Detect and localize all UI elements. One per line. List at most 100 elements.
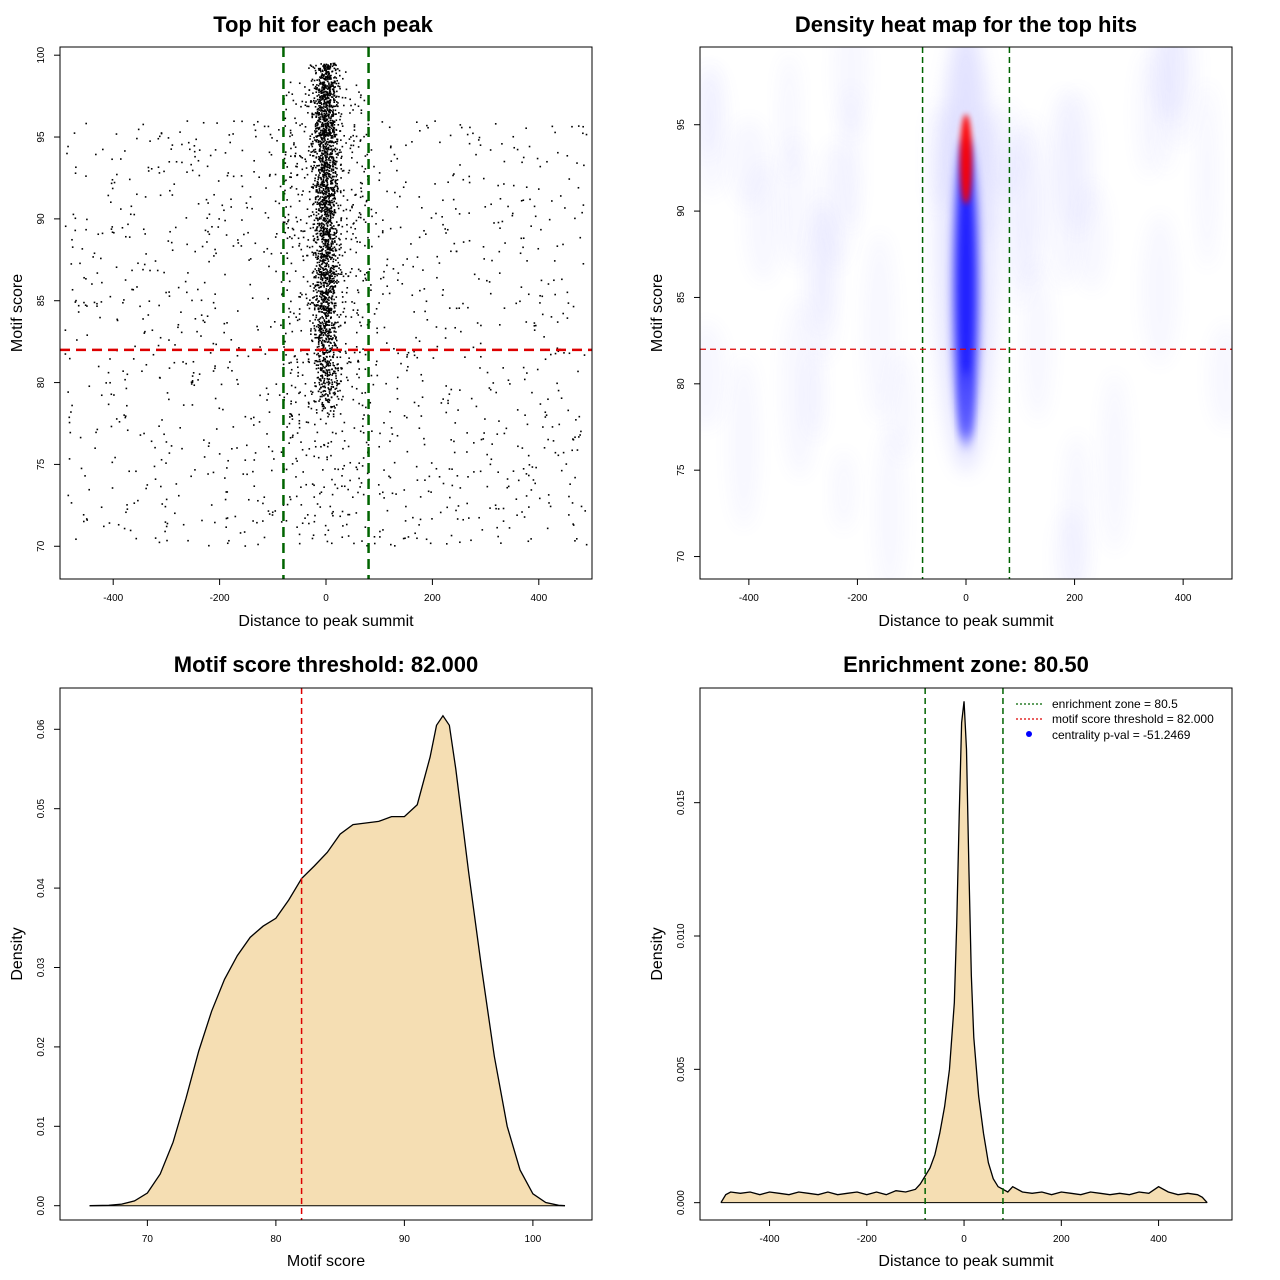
- scatter-point: [320, 110, 322, 112]
- scatter-point: [383, 326, 386, 329]
- scatter-point: [326, 159, 328, 161]
- scatter-point: [404, 520, 407, 522]
- scatter-point: [217, 180, 220, 182]
- scatter-title: Top hit for each peak: [213, 12, 433, 37]
- scatter-point: [325, 196, 328, 198]
- scatter-point: [325, 169, 328, 172]
- scatter-point: [333, 77, 335, 79]
- scatter-point: [206, 315, 209, 318]
- scatter-point: [446, 506, 449, 509]
- scatter-point: [324, 128, 327, 131]
- scatter-point: [239, 532, 242, 534]
- scatter-point: [328, 371, 331, 374]
- scatter-point: [300, 248, 303, 251]
- scatter-point: [411, 294, 414, 297]
- scatter-point: [317, 323, 320, 326]
- scatter-point: [492, 382, 495, 384]
- scatter-point: [295, 122, 297, 124]
- scatter-point: [316, 130, 318, 132]
- scatter-point: [329, 219, 332, 222]
- scatter-point: [329, 215, 332, 218]
- scatter-point: [442, 482, 445, 485]
- scatter-point: [506, 478, 509, 480]
- scatter-point: [329, 156, 331, 158]
- scatter-point: [423, 437, 425, 440]
- scatter-point: [432, 357, 435, 359]
- scatter-point: [337, 154, 339, 156]
- scatter-point: [88, 488, 90, 491]
- scatter-point: [298, 308, 301, 310]
- scatter-point: [302, 255, 304, 258]
- scatter-point: [319, 150, 322, 152]
- scatter-point: [325, 277, 327, 280]
- scatter-point: [284, 340, 286, 343]
- scatter-point: [315, 116, 318, 118]
- scatter-point: [290, 176, 292, 179]
- scatter-point: [323, 87, 326, 89]
- scatter-point: [324, 114, 327, 117]
- scatter-point: [311, 537, 314, 540]
- scatter-point: [314, 423, 316, 426]
- scatter-point: [329, 180, 332, 183]
- scatter-point: [110, 393, 113, 396]
- scatter-point: [323, 198, 326, 201]
- scatter-point: [306, 245, 309, 248]
- scatter-point: [361, 316, 364, 319]
- scatter-point: [313, 325, 316, 327]
- scatter-point: [329, 65, 332, 68]
- scatter-point: [326, 244, 329, 246]
- scatter-point: [228, 134, 231, 136]
- scatter-point: [544, 358, 547, 361]
- scatter-x-tick-label: 400: [530, 593, 547, 604]
- scatter-point: [99, 316, 101, 319]
- scatter-point: [323, 261, 325, 264]
- scatter-point: [70, 411, 72, 413]
- scatter-point: [321, 90, 323, 92]
- scatter-point: [332, 260, 335, 263]
- scatter-point: [394, 191, 396, 194]
- scatter-point: [323, 90, 325, 93]
- scatter-point: [549, 353, 552, 356]
- scatter-point: [332, 250, 334, 252]
- scatter-point: [286, 252, 288, 254]
- scatter-point: [338, 382, 341, 385]
- scatter-point: [489, 388, 492, 391]
- scatter-point: [333, 253, 335, 256]
- scatter-point: [232, 245, 235, 247]
- scatter-point: [325, 63, 327, 66]
- scatter-point: [453, 440, 455, 443]
- scatter-point: [454, 422, 457, 424]
- scatter-point: [325, 301, 327, 303]
- scatter-point: [316, 84, 318, 86]
- scatter-point: [143, 432, 145, 435]
- scatter-point: [364, 391, 367, 394]
- scatter-point: [329, 204, 332, 207]
- scatter-point: [333, 405, 336, 408]
- scatter-point: [331, 161, 334, 163]
- scatter-point: [319, 95, 322, 98]
- scatter-point: [333, 101, 336, 103]
- scatter-point: [315, 91, 318, 93]
- legend-swatch-centrality: [1026, 731, 1032, 737]
- scatter-point: [404, 537, 406, 540]
- scatter-point: [300, 155, 302, 158]
- scatter-point: [325, 162, 327, 164]
- scatter-point: [295, 476, 297, 478]
- scatter-point: [328, 164, 331, 167]
- scatter-point: [390, 160, 393, 162]
- scatter-point: [312, 142, 314, 145]
- scatter-point: [336, 379, 338, 382]
- scatter-point: [363, 218, 365, 221]
- scatter-point: [315, 72, 317, 75]
- scatter-point: [351, 205, 353, 208]
- scatter-point: [316, 135, 319, 137]
- scatter-point: [323, 66, 326, 69]
- scatter-point: [311, 391, 314, 394]
- scatter-point: [378, 493, 381, 495]
- scatter-point: [329, 505, 332, 508]
- scatter-point: [355, 387, 358, 390]
- scatter-point: [330, 298, 333, 301]
- scatter-point: [325, 206, 327, 208]
- scatter-point: [325, 129, 328, 131]
- scatter-point: [327, 284, 329, 287]
